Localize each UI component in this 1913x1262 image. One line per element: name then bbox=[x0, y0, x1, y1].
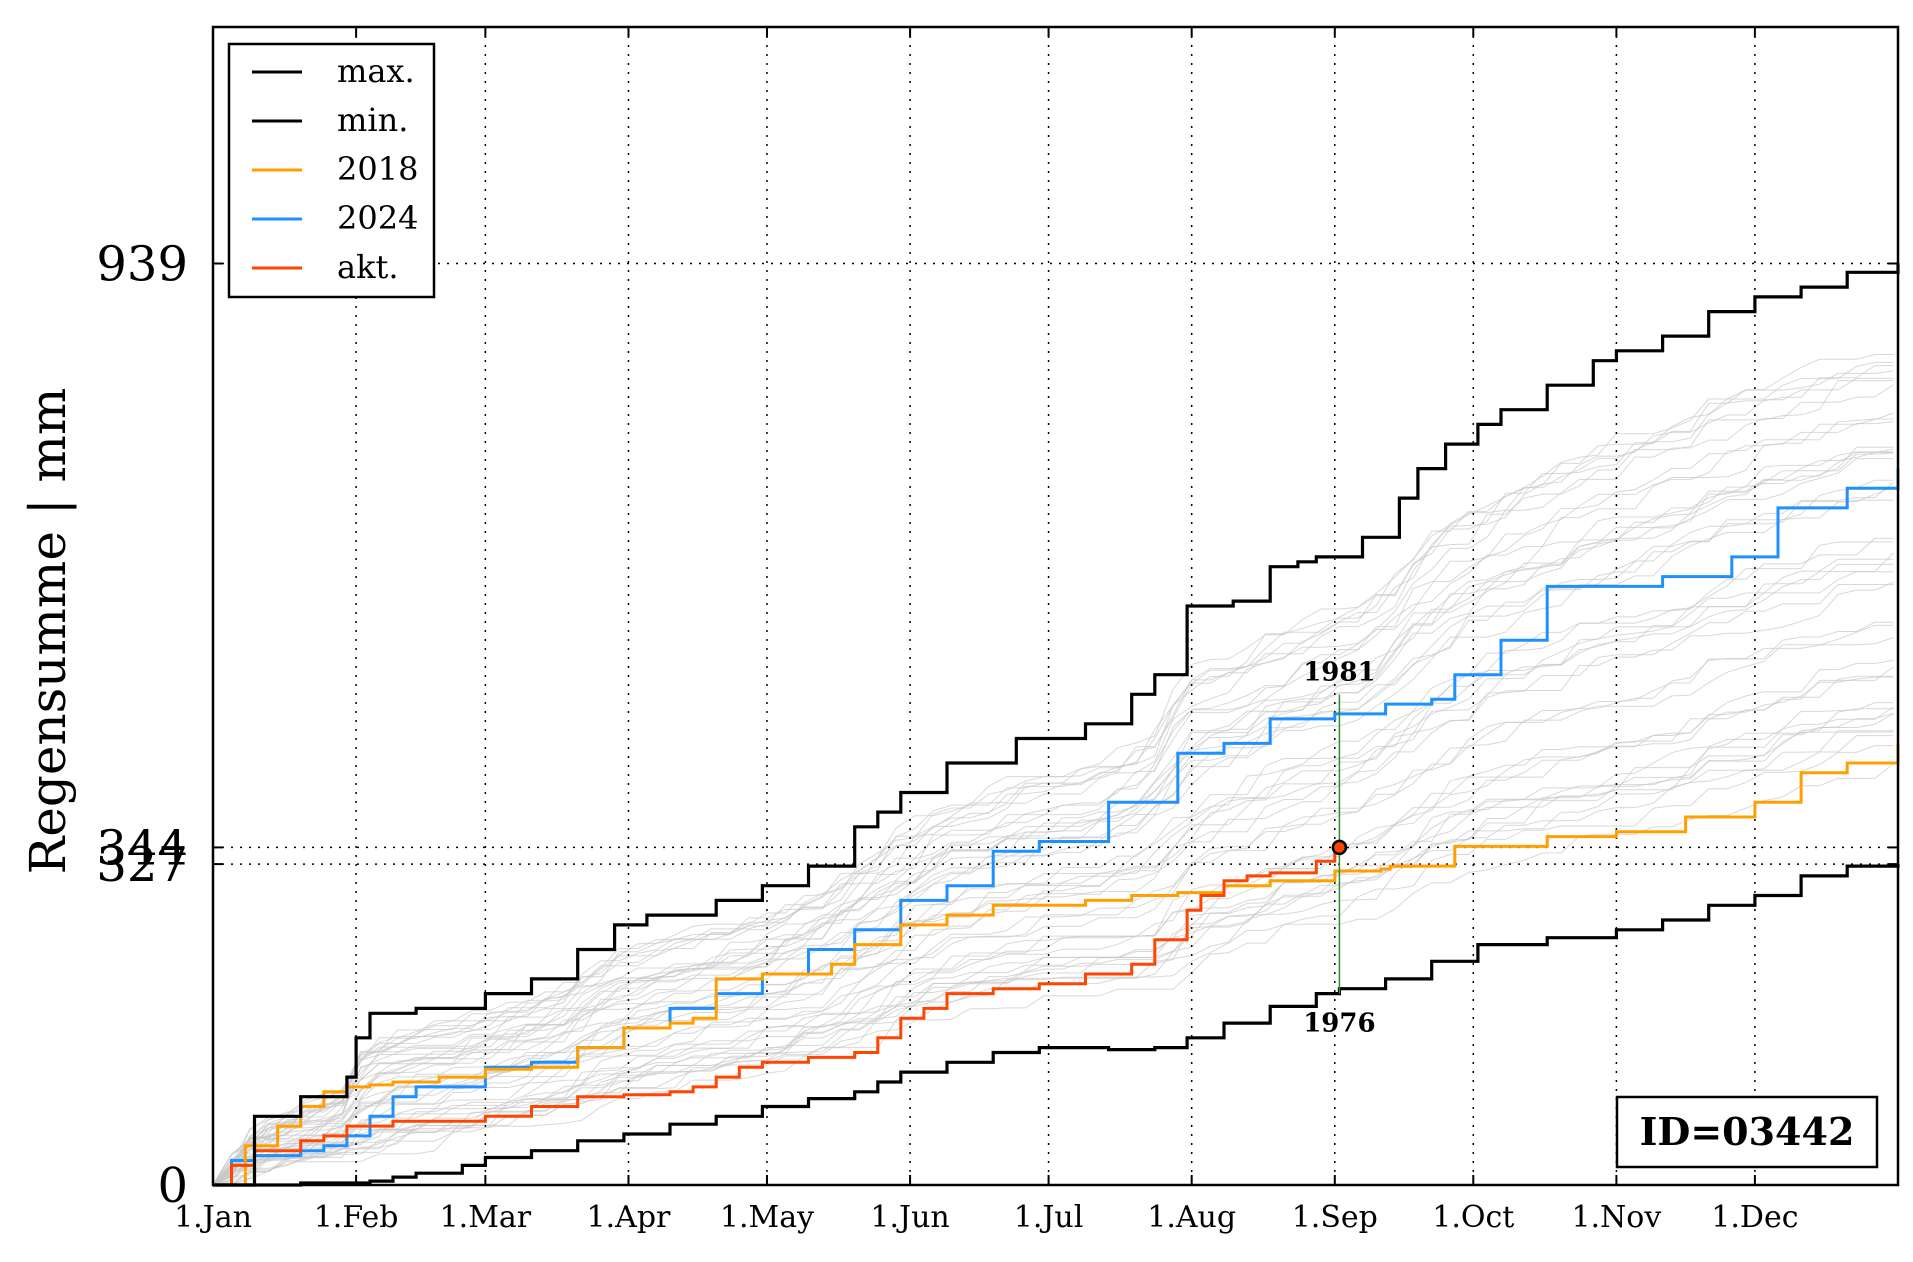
background-year-line bbox=[212, 563, 1894, 1186]
background-year-line bbox=[212, 735, 1894, 1186]
legend: max. min. 2018 2024 akt. bbox=[227, 42, 436, 299]
max-year-label: 1981 bbox=[1303, 657, 1375, 687]
background-year-line bbox=[212, 541, 1894, 1186]
background-year-line bbox=[212, 637, 1894, 1186]
x-tick-label: 1.Apr bbox=[587, 1200, 671, 1235]
background-year-line bbox=[212, 676, 1894, 1186]
background-year-line bbox=[212, 448, 1894, 1186]
plot-frame bbox=[211, 25, 1900, 1187]
background-year-line bbox=[212, 486, 1894, 1186]
background-year-line bbox=[212, 499, 1894, 1186]
background-year-line bbox=[212, 479, 1894, 1186]
series-line-2018 bbox=[213, 743, 1900, 1187]
id-label: ID=03442 bbox=[1640, 1109, 1855, 1154]
background-year-line bbox=[212, 452, 1894, 1186]
legend-label: 2024 bbox=[337, 199, 418, 237]
station-id-box: ID=03442 bbox=[1615, 1095, 1879, 1169]
legend-label: akt. bbox=[337, 248, 399, 286]
background-year-line bbox=[212, 763, 1894, 1186]
series-group bbox=[213, 263, 1900, 1187]
background-year-line bbox=[212, 624, 1894, 1186]
series-line-2024 bbox=[213, 468, 1900, 1187]
background-year-line bbox=[212, 581, 1894, 1186]
current-value-point bbox=[1331, 839, 1348, 856]
background-year-line bbox=[212, 446, 1894, 1186]
legend-label: 2018 bbox=[337, 150, 418, 188]
min-year-label: 1976 bbox=[1303, 1009, 1375, 1039]
x-tick-label: 1.Sep bbox=[1292, 1200, 1378, 1235]
background-year-line bbox=[212, 712, 1894, 1186]
background-years-group bbox=[212, 354, 1894, 1186]
background-year-line bbox=[212, 384, 1894, 1186]
x-tick-label: 1.Aug bbox=[1147, 1200, 1236, 1235]
legend-label: max. bbox=[337, 52, 415, 90]
x-tick-label: 1.Nov bbox=[1571, 1200, 1661, 1235]
series-line-min bbox=[213, 864, 1900, 1187]
x-tick-label: 1.Dec bbox=[1711, 1200, 1798, 1235]
axes-group: 1.Jan 1.Feb 1.Mar 1.Apr 1.May 1.Jun 1.Jul 1.Aug… bbox=[19, 25, 1900, 1235]
background-year-line bbox=[212, 365, 1894, 1186]
background-year-line bbox=[212, 584, 1894, 1186]
background-year-line bbox=[212, 675, 1894, 1186]
background-year-line bbox=[212, 666, 1894, 1186]
y-tick-label: 327 bbox=[96, 837, 188, 893]
y-tick-label: 344 bbox=[96, 820, 188, 876]
y-tick-label: 939 bbox=[96, 237, 188, 293]
x-tick-label: 1.Jan bbox=[174, 1200, 252, 1235]
background-year-line bbox=[212, 702, 1894, 1186]
background-year-line bbox=[212, 380, 1894, 1186]
background-year-line bbox=[212, 421, 1894, 1186]
x-tick-label: 1.Jul bbox=[1014, 1200, 1084, 1235]
y-axis-label: Regensumme | mm bbox=[19, 388, 77, 875]
series-line-max bbox=[213, 263, 1900, 1187]
y-tick-label: 0 bbox=[157, 1158, 188, 1214]
series-line-akt bbox=[213, 851, 1337, 1187]
x-tick-label: 1.Jun bbox=[870, 1200, 949, 1235]
background-year-line bbox=[212, 377, 1894, 1186]
x-tick-label: 1.May bbox=[720, 1200, 814, 1235]
background-year-line bbox=[212, 412, 1894, 1186]
x-tick-label: 1.Feb bbox=[314, 1200, 399, 1235]
background-year-line bbox=[212, 621, 1894, 1186]
x-tick-label: 1.Mar bbox=[440, 1200, 532, 1235]
annotation-group: 1981 1976 bbox=[1303, 657, 1375, 1038]
x-tick-label: 1.Oct bbox=[1432, 1200, 1514, 1235]
background-year-line bbox=[212, 361, 1894, 1186]
legend-label: min. bbox=[337, 101, 408, 139]
id-box-frame bbox=[1615, 1095, 1879, 1169]
background-year-line bbox=[212, 482, 1894, 1186]
